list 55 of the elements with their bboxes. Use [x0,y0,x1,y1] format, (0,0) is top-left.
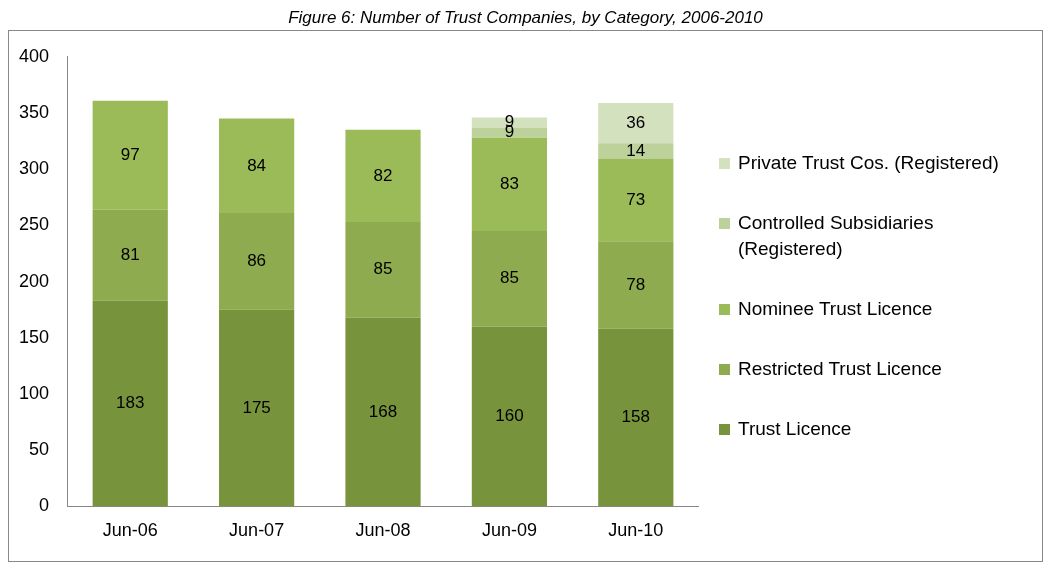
data-label: 97 [120,144,140,164]
bar [598,143,674,160]
x-tick-label: Jun-10 [608,520,664,541]
data-label: 85 [499,268,519,288]
y-tick-label: 250 [18,214,50,235]
data-label: 36 [626,112,646,132]
legend-label: Private Trust Cos. (Registered) [738,151,999,175]
y-tick-label: 150 [18,326,50,347]
data-label: 183 [116,393,145,413]
legend-label: Nominee Trust Licence [738,297,933,321]
y-tick-label: 200 [18,270,50,291]
data-label: 86 [247,251,267,271]
legend-label: Trust Licence [738,417,852,441]
data-label: 175 [242,397,271,417]
y-tick-label: 50 [29,439,50,460]
data-label: 82 [373,165,393,185]
x-tick-label: Jun-08 [355,520,411,541]
data-label: 78 [626,274,646,294]
bar [471,127,548,138]
bar [219,213,295,310]
bar [598,241,674,329]
bar [471,137,548,232]
bar [345,129,421,223]
data-label: 14 [626,140,646,160]
legend-label: Controlled Subsidiaries (Registered) [738,211,935,261]
bar [92,209,168,301]
y-tick-label: 300 [18,158,50,179]
bar [471,326,548,507]
y-tick-label: 100 [18,382,50,403]
chart-title: Figure 6: Number of Trust Companies, by Category, 2006-2010 [287,8,764,28]
y-tick-label: 0 [39,495,50,516]
bar [598,102,674,144]
data-label: 168 [368,401,398,421]
data-label: 84 [247,155,267,175]
bar [345,222,421,318]
bar [219,118,295,214]
x-tick-label: Jun-09 [481,520,537,541]
data-label: 81 [120,244,140,264]
bar [92,300,168,507]
data-label: 158 [621,407,650,427]
bar [471,231,548,327]
bar [598,328,674,507]
x-tick-label: Jun-06 [102,520,158,541]
data-label: 160 [495,406,524,426]
bar [598,159,674,242]
legend-label: Restricted Trust Licence [738,357,942,381]
bar [345,317,421,507]
data-label: 73 [626,189,646,209]
y-tick-label: 400 [18,45,50,66]
y-tick-label: 350 [18,101,50,122]
data-label: 85 [373,259,393,279]
x-tick-label: Jun-07 [229,520,285,541]
bar [92,100,168,210]
bar [219,309,295,507]
data-label: 83 [499,174,519,194]
